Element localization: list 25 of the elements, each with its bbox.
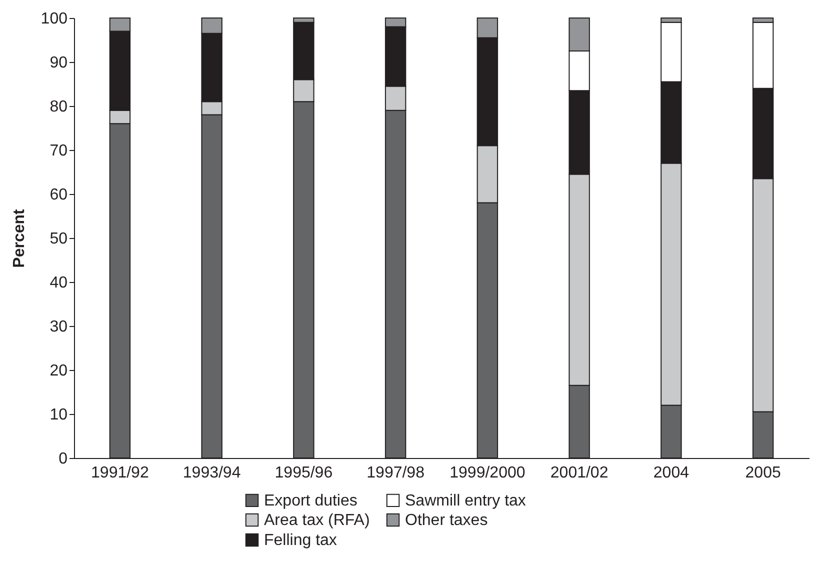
y-tick-label: 70 — [50, 142, 68, 160]
y-tick-label: 0 — [58, 450, 68, 468]
legend-label: Felling tax — [264, 532, 337, 549]
y-tick-label: 100 — [40, 10, 68, 28]
y-tick-label: 80 — [50, 98, 68, 116]
y-tick-label: 10 — [50, 406, 68, 424]
x-tick-label: 1999/2000 — [450, 464, 526, 482]
y-tick-label: 30 — [50, 318, 68, 336]
x-tick-label: 1995/96 — [274, 464, 333, 482]
y-tick-label: 50 — [50, 230, 68, 248]
x-tick-label: 2001/02 — [550, 464, 608, 482]
legend-label: Area tax (RFA) — [264, 512, 370, 529]
x-tick-label: 2005 — [745, 464, 781, 482]
x-tick-label: 1993/94 — [182, 464, 241, 482]
legend-label: Export duties — [264, 492, 358, 510]
x-tick-label: 2004 — [653, 464, 690, 482]
legend-label: Other taxes — [405, 512, 488, 529]
y-tick-label: 60 — [50, 186, 68, 204]
x-tick-label: 1991/92 — [91, 464, 149, 482]
y-axis-title: Percent — [10, 208, 28, 268]
y-tick-label: 90 — [50, 54, 68, 72]
legend-label: Sawmill entry tax — [405, 492, 526, 510]
x-tick-label: 1997/98 — [366, 464, 425, 482]
y-tick-label: 20 — [50, 362, 68, 380]
y-tick-label: 40 — [50, 274, 68, 292]
